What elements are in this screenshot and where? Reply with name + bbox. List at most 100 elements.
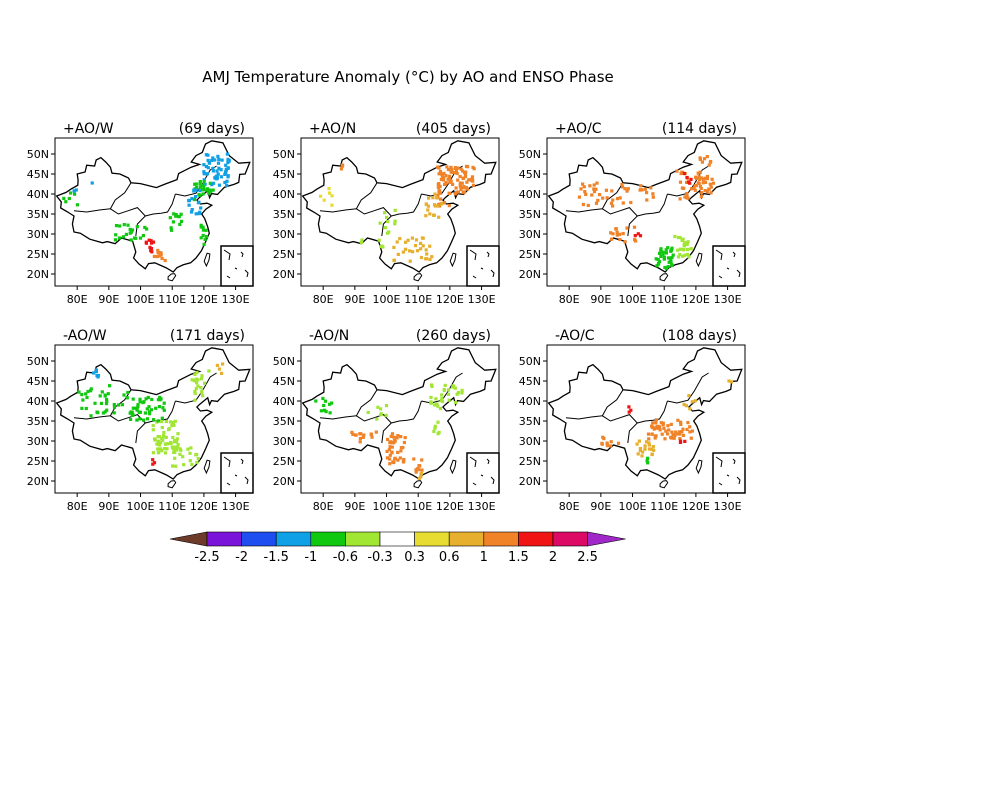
station-dot <box>135 407 139 411</box>
station-dot <box>152 418 156 422</box>
station-dot <box>694 184 698 188</box>
lat-tick-label: 30N <box>519 435 541 448</box>
station-dot <box>157 435 161 439</box>
station-dot <box>321 396 325 401</box>
station-dot <box>204 228 208 232</box>
station-dot <box>144 397 148 401</box>
station-dot <box>446 177 450 181</box>
station-dot <box>192 198 196 202</box>
station-dot <box>157 451 161 455</box>
station-dot <box>727 379 731 383</box>
station-dot <box>129 417 133 421</box>
station-dot <box>392 441 396 445</box>
station-dot <box>618 237 622 242</box>
station-dot <box>390 451 394 455</box>
china-outline <box>55 140 251 273</box>
station-dot <box>438 189 442 193</box>
station-dot <box>707 163 711 167</box>
station-dot <box>162 401 166 405</box>
station-dot <box>696 171 700 175</box>
station-dot <box>705 174 710 179</box>
station-dot <box>112 405 117 409</box>
station-dot <box>661 421 665 425</box>
map-panel: +AO/W (69 days) 50N 45N 40N 35N 30N 25N 20N 80E 90… <box>27 121 254 306</box>
station-dot <box>145 227 149 231</box>
station-dot <box>330 194 334 198</box>
station-dot <box>685 252 689 256</box>
station-dot <box>594 187 598 191</box>
station-dot <box>330 401 334 405</box>
station-dot <box>656 258 660 262</box>
station-dot <box>455 171 459 176</box>
station-dot <box>77 390 81 394</box>
station-dot <box>206 158 210 162</box>
station-dot <box>605 444 610 448</box>
station-dot <box>449 165 453 169</box>
station-dot <box>159 447 163 451</box>
station-dot <box>89 387 93 391</box>
station-dot <box>451 384 455 388</box>
station-dot <box>195 381 199 385</box>
station-dot <box>176 214 181 219</box>
colorbar-tick-label: 1 <box>480 550 488 565</box>
station-dot <box>654 421 658 425</box>
lon-tick-label: 90E <box>590 500 611 513</box>
station-dot <box>629 408 633 412</box>
station-dot <box>194 212 198 216</box>
station-dot <box>611 232 615 236</box>
station-dot <box>660 250 664 254</box>
station-dot <box>375 417 379 421</box>
panel-days-label: (405 days) <box>416 121 491 137</box>
lat-tick-label: 50N <box>27 148 49 161</box>
station-dot <box>202 170 206 174</box>
station-dot <box>453 192 457 196</box>
station-dot <box>436 404 440 408</box>
station-dot <box>625 189 629 193</box>
station-dot <box>442 201 446 205</box>
station-dot <box>698 170 702 174</box>
station-dot <box>99 401 104 405</box>
station-dot <box>433 192 437 196</box>
lon-tick-label: 130E <box>468 500 496 513</box>
station-dot <box>678 247 683 251</box>
station-dot <box>328 411 332 415</box>
station-dot <box>682 402 686 407</box>
station-dot <box>176 432 180 436</box>
station-dot <box>153 437 157 441</box>
lat-tick-label: 35N <box>273 208 295 221</box>
station-dot <box>195 370 199 375</box>
station-dot <box>579 187 583 191</box>
station-dot <box>647 443 651 447</box>
station-dot <box>428 212 432 216</box>
station-dot <box>161 434 165 438</box>
station-dot <box>688 430 692 434</box>
station-dot <box>156 447 161 451</box>
province-border <box>601 389 624 417</box>
station-dot <box>651 192 655 196</box>
station-dot <box>392 435 396 439</box>
station-dot <box>659 254 663 259</box>
station-dot <box>464 170 468 174</box>
panel-phase-label: +AO/N <box>309 121 356 137</box>
station-dot <box>149 408 153 412</box>
station-dot <box>635 442 639 446</box>
station-dot <box>424 214 428 218</box>
station-dot <box>328 402 332 406</box>
station-dot <box>327 187 331 191</box>
lat-tick-label: 40N <box>273 188 295 201</box>
station-dot <box>415 249 420 253</box>
lat-tick-label: 40N <box>273 395 295 408</box>
station-dot <box>193 182 197 186</box>
station-dot <box>205 235 209 239</box>
station-dot <box>670 262 674 267</box>
station-dot <box>707 187 711 191</box>
station-dot <box>674 430 678 434</box>
station-dot <box>621 232 625 236</box>
station-dot <box>595 181 599 185</box>
station-dot <box>219 168 223 172</box>
panel-days-label: (260 days) <box>416 328 491 344</box>
station-dot <box>138 400 142 404</box>
station-dot <box>438 169 443 174</box>
station-dot <box>164 419 168 424</box>
station-dot <box>219 175 223 179</box>
